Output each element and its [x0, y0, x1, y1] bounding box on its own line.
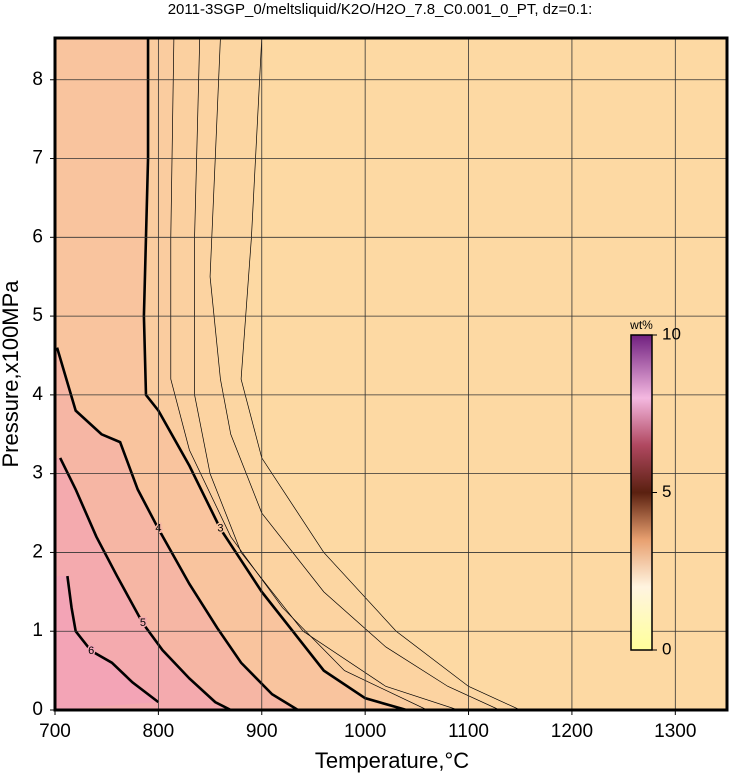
colorbar: [630, 334, 653, 651]
y-tick-label: 1: [32, 620, 43, 641]
x-tick-label: 700: [39, 721, 71, 742]
contour-fill: [55, 576, 159, 710]
y-tick-label: 6: [32, 226, 43, 247]
contour-label: 3: [217, 523, 223, 535]
plot-frame: [53, 36, 729, 712]
contour-label: 6: [88, 645, 94, 657]
contour-line: [66, 575, 160, 704]
x-tick-label: 1000: [344, 721, 386, 742]
contour-fill: [55, 457, 231, 710]
colorbar-tick-label: 10: [662, 324, 681, 343]
contour-line: [240, 38, 521, 710]
contour-line: [170, 38, 428, 710]
y-axis-label: Pressure,x100MPa: [0, 280, 23, 468]
x-tick-label: 1300: [654, 721, 696, 742]
colorbar-tick-label: 0: [662, 639, 671, 658]
chart-title: 2011-3SGP_0/meltsliquid/K2O/H2O_7.8_C0.0…: [168, 1, 593, 18]
y-tick-label: 7: [32, 148, 43, 169]
x-axis-label: Temperature,°C: [315, 748, 469, 773]
y-tick-label: 2: [32, 541, 43, 562]
x-tick-label: 1100: [448, 721, 489, 742]
y-tick-label: 5: [32, 305, 43, 326]
x-tick-label: 900: [246, 721, 278, 742]
y-tick-label: 8: [32, 69, 43, 90]
contour-label: 5: [140, 617, 146, 629]
x-tick-label: 1200: [551, 721, 593, 742]
x-tick-label: 800: [143, 721, 175, 742]
contour-line: [142, 38, 407, 710]
y-tick-label: 0: [32, 699, 43, 720]
colorbar-tick-label: 5: [662, 482, 671, 501]
y-tick-label: 3: [32, 463, 43, 484]
colorbar-label: wt%: [629, 318, 653, 332]
y-tick-label: 4: [32, 384, 43, 405]
contour-line: [194, 38, 459, 710]
contour-line: [59, 457, 232, 710]
